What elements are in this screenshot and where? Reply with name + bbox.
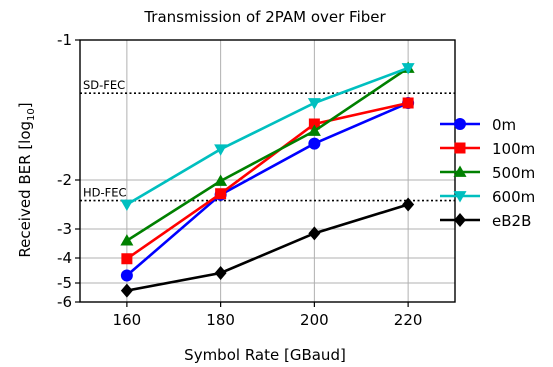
- data-point-triangle-up: [307, 124, 321, 136]
- y-tick-label: -5: [57, 274, 72, 292]
- data-point-diamond: [214, 266, 227, 280]
- legend-item: 100m: [440, 140, 535, 158]
- y-axis-label-subscript: 10: [26, 108, 37, 121]
- series-600m: [120, 63, 415, 211]
- x-axis-label: Symbol Rate [GBaud]: [184, 346, 346, 364]
- y-tick-label: -3: [57, 220, 72, 238]
- y-tick-label: -6: [57, 293, 72, 311]
- series-line: [126, 101, 409, 277]
- y-tick-label: -2: [57, 171, 72, 189]
- legend-label: eB2B: [492, 212, 531, 230]
- fec-threshold-label: SD-FEC: [83, 78, 125, 92]
- y-axis-label-main: Received BER [log: [16, 121, 34, 258]
- data-point-triangle-down: [453, 191, 467, 203]
- x-tick-label: 180: [206, 311, 235, 329]
- series-line: [126, 101, 409, 260]
- data-point-circle: [454, 118, 466, 130]
- legend-item: 500m: [440, 164, 535, 182]
- data-point-triangle-down: [214, 144, 228, 156]
- data-point-square: [454, 142, 466, 154]
- data-point-diamond: [454, 213, 466, 227]
- data-point-diamond: [120, 283, 133, 298]
- series-line: [126, 66, 409, 242]
- data-point-circle: [120, 269, 133, 282]
- legend-label: 500m: [492, 164, 535, 182]
- data-point-square: [308, 118, 320, 130]
- data-point-square: [402, 97, 414, 109]
- data-point-triangle-down: [307, 98, 321, 110]
- y-axis-label-close: ]: [16, 102, 34, 108]
- y-tick-label: -4: [57, 249, 72, 267]
- data-point-triangle-up: [120, 234, 134, 246]
- data-point-triangle-down: [401, 63, 415, 75]
- plot-frame: [79, 39, 456, 303]
- legend-item: 0m: [440, 116, 516, 134]
- data-point-square: [215, 188, 227, 200]
- x-axis-ticks: 160 180 200 220: [113, 302, 423, 329]
- data-point-square: [121, 253, 133, 265]
- series-eB2B: [120, 197, 415, 298]
- x-tick-label: 160: [113, 311, 142, 329]
- fec-threshold-label: HD-FEC: [83, 186, 127, 200]
- data-point-triangle-up: [453, 165, 467, 177]
- data-point-diamond: [308, 226, 321, 241]
- legend-label: 600m: [492, 188, 535, 206]
- legend-label: 100m: [492, 140, 535, 158]
- data-point-triangle-down: [120, 199, 134, 211]
- series-group: [120, 61, 415, 298]
- grid-lines: [80, 39, 455, 303]
- x-tick-label: 220: [394, 311, 423, 329]
- y-axis-label: Received BER [log10]: [16, 102, 37, 257]
- fec-threshold-lines: SD-FEC HD-FEC: [80, 78, 455, 202]
- data-point-diamond: [402, 197, 415, 212]
- series-line: [126, 203, 409, 292]
- y-tick-label: -1: [57, 31, 72, 49]
- x-tick-label: 200: [300, 311, 329, 329]
- series-line: [126, 66, 409, 206]
- y-axis-ticks: -1 -2 -3 -4 -5-6: [57, 31, 80, 311]
- data-point-triangle-up: [214, 174, 228, 186]
- series-100m: [121, 97, 414, 265]
- legend-item: eB2B: [440, 212, 531, 230]
- legend-label: 0m: [492, 116, 516, 134]
- data-point-circle: [308, 137, 321, 150]
- series-500m: [120, 61, 415, 246]
- legend: 0m 100m 500m 600m eB2B: [440, 116, 535, 230]
- chart-title: Transmission of 2PAM over Fiber: [143, 8, 386, 26]
- legend-item: 600m: [440, 188, 535, 206]
